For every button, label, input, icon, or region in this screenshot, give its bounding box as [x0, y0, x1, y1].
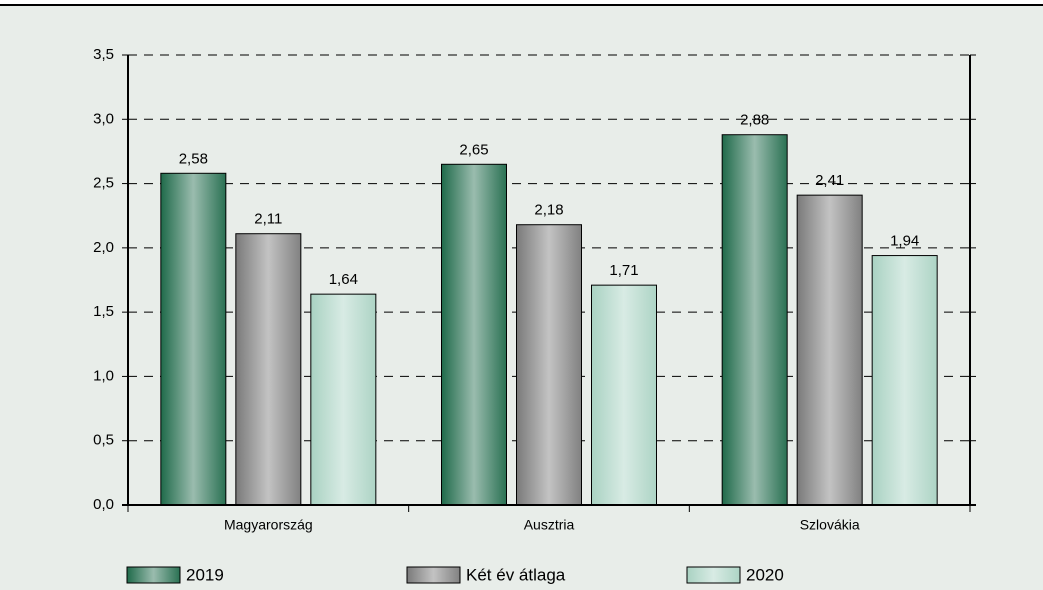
x-tick-label: Szlovákia	[800, 517, 860, 533]
bar	[721, 134, 788, 506]
value-label: 2,11	[254, 211, 282, 228]
y-tick-label: 3,0	[93, 110, 114, 127]
value-label: 1,64	[329, 271, 358, 288]
legend-label: Két év átlaga	[466, 565, 566, 584]
bar	[441, 163, 507, 506]
legend-label: 2019	[186, 565, 224, 584]
value-label: 1,94	[890, 233, 919, 250]
y-tick-label: 2,0	[93, 239, 114, 256]
legend-swatch	[126, 566, 181, 584]
y-tick-label: 0,0	[93, 496, 114, 513]
bar	[235, 233, 302, 506]
legend-swatch	[406, 566, 461, 584]
bar	[591, 284, 657, 506]
bar	[310, 293, 377, 506]
y-tick-label: 1,5	[93, 303, 114, 320]
y-tick-label: 1,0	[93, 367, 114, 384]
bar	[160, 172, 227, 506]
value-label: 2,65	[459, 141, 488, 158]
x-tick-label: Magyarország	[224, 517, 313, 533]
y-tick-label: 3,5	[93, 46, 114, 63]
value-label: 2,18	[534, 202, 563, 219]
bar	[871, 255, 938, 506]
value-label: 2,41	[815, 172, 844, 189]
legend-swatch	[686, 566, 741, 584]
x-tick-label: Ausztria	[524, 517, 575, 533]
legend-label: 2020	[746, 565, 784, 584]
value-label: 2,88	[740, 112, 769, 129]
bar	[516, 224, 582, 506]
value-label: 2,58	[179, 150, 208, 167]
bar	[796, 194, 863, 506]
value-label: 1,71	[609, 262, 638, 279]
y-tick-label: 2,5	[93, 175, 114, 192]
y-tick-label: 0,5	[93, 432, 114, 449]
